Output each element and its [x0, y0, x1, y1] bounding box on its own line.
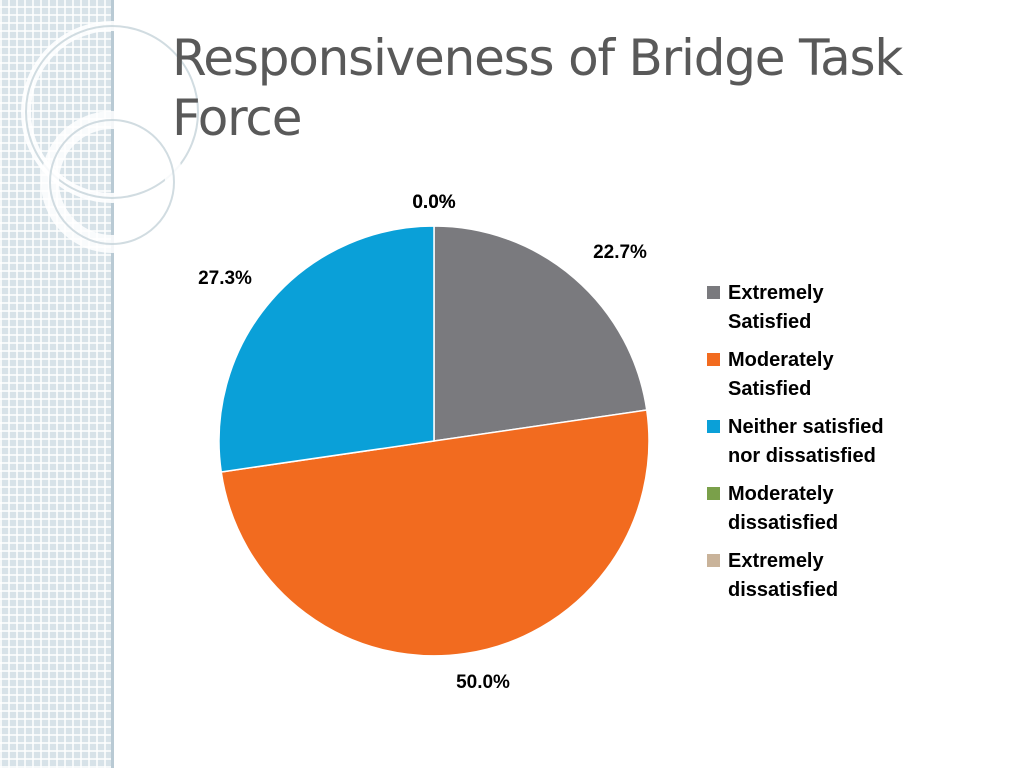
- title-line-1: Responsiveness of Bridge Task: [172, 29, 903, 87]
- pie-slice-2: [220, 409, 650, 657]
- decorative-rings: [21, 21, 203, 253]
- title-line-2: Force: [172, 89, 302, 147]
- data-label-3: 27.3%: [198, 268, 252, 289]
- legend-swatch-4: [707, 487, 720, 500]
- legend-label-1: Extremely Satisfied: [728, 282, 824, 333]
- pie-slice-3: [218, 225, 435, 473]
- data-label-4: 0.0%: [412, 192, 455, 213]
- legend-swatch-2: [707, 353, 720, 366]
- pie-slices: [218, 225, 650, 657]
- legend-label-5: Extremely dissatisfied: [728, 550, 838, 601]
- data-label-1: 22.7%: [593, 242, 647, 263]
- legend-label-3: Neither satisfied nor dissatisfied: [728, 416, 884, 467]
- data-label-2: 50.0%: [456, 672, 510, 693]
- legend-swatch-5: [707, 554, 720, 567]
- pie-data-labels: 22.7%50.0%27.3%0.0%0.0%: [198, 192, 647, 693]
- page-title: Responsiveness of Bridge Task Force: [172, 28, 972, 148]
- side-panel-border: [111, 0, 114, 768]
- pie-slice-1: [433, 225, 648, 442]
- legend-swatch-3: [707, 420, 720, 433]
- legend-label-4: Moderately dissatisfied: [728, 483, 838, 534]
- data-label-5: 0.0%: [412, 192, 455, 213]
- chart-legend: Extremely Satisfied Moderately Satisfied Nei…: [707, 282, 884, 601]
- legend-swatch-1: [707, 286, 720, 299]
- legend-label-2: Moderately Satisfied: [728, 349, 834, 400]
